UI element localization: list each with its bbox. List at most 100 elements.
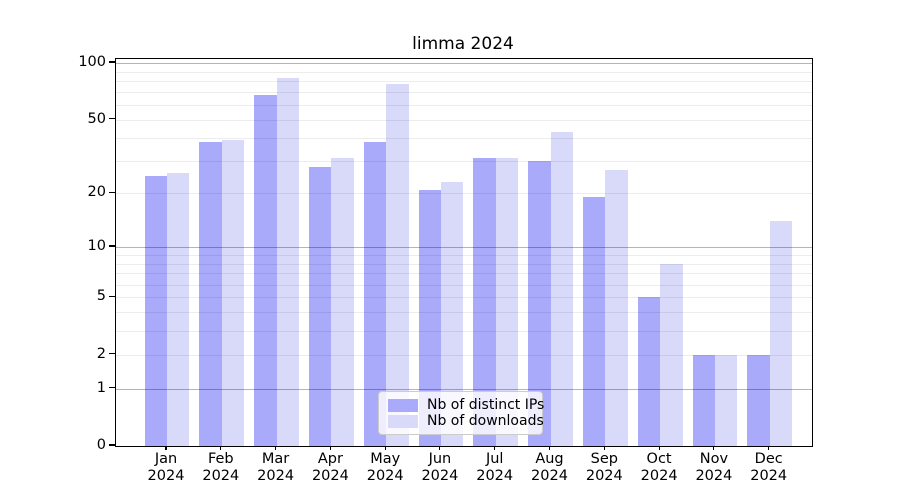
year-label: 2024 <box>202 468 240 484</box>
legend-item-distinct-ips: Nb of distinct IPs <box>388 397 544 413</box>
year-label: 2024 <box>640 468 678 484</box>
month-label: Jan <box>154 451 178 467</box>
bar-may-distinct-ips <box>363 142 387 446</box>
y-tick-1 <box>109 386 115 389</box>
x-tick-jan <box>165 445 167 450</box>
y-tick-10 <box>109 245 115 247</box>
y-tick-label-1: 1 <box>96 379 106 396</box>
month-label: Jun <box>428 451 452 467</box>
bar-mar-distinct-ips <box>254 94 277 446</box>
legend-label-downloads: Nb of downloads <box>427 413 544 429</box>
legend-swatch-distinct-ips <box>388 398 418 412</box>
x-tick-label-nov: Nov 2024 <box>684 451 744 485</box>
gridline-minor-8 <box>116 263 812 265</box>
gridline-minor-7 <box>116 273 812 275</box>
x-tick-nov <box>713 445 715 450</box>
x-tick-label-jun: Jun 2024 <box>410 451 470 485</box>
y-tick-label-50: 50 <box>87 110 106 127</box>
plot-area <box>115 58 813 447</box>
year-label: 2024 <box>147 468 185 484</box>
month-label: Jul <box>485 451 504 467</box>
year-label: 2024 <box>695 468 733 484</box>
x-tick-label-feb: Feb 2024 <box>191 451 251 485</box>
year-label: 2024 <box>421 468 459 484</box>
x-tick-oct <box>658 445 660 450</box>
year-label: 2024 <box>750 468 788 484</box>
month-label: May <box>370 451 401 467</box>
bar-aug-downloads <box>550 132 573 446</box>
gridline-minor-20 <box>116 193 812 195</box>
x-tick-label-apr: Apr 2024 <box>300 451 360 485</box>
y-tick-5 <box>109 295 115 297</box>
year-label: 2024 <box>476 468 514 484</box>
y-tick-label-10: 10 <box>87 238 106 254</box>
y-tick-label-0: 0 <box>96 437 106 453</box>
x-tick-jun <box>439 445 441 450</box>
x-tick-label-sep: Sep 2024 <box>574 451 634 485</box>
x-tick-label-oct: Oct 2024 <box>629 451 689 485</box>
year-label: 2024 <box>585 468 623 484</box>
bar-jul-downloads <box>495 158 519 446</box>
bar-nov-downloads <box>714 354 738 446</box>
month-label: Sep <box>590 451 618 467</box>
gridline-minor-90 <box>116 71 812 73</box>
x-tick-dec <box>768 445 770 450</box>
gridline-minor-40 <box>116 137 812 139</box>
year-label: 2024 <box>257 468 295 484</box>
bar-may-downloads <box>386 84 409 446</box>
chart-title: limma 2024 <box>412 34 514 54</box>
bar-nov-distinct-ips <box>692 354 715 446</box>
x-tick-label-dec: Dec 2024 <box>739 451 799 485</box>
x-tick-aug <box>548 445 551 450</box>
bar-jan-downloads <box>167 172 190 446</box>
y-tick-label-100: 100 <box>78 54 106 70</box>
bar-feb-distinct-ips <box>199 142 222 446</box>
bar-feb-downloads <box>221 139 245 446</box>
year-label: 2024 <box>531 468 568 484</box>
y-tick-100 <box>109 61 115 63</box>
bar-jan-distinct-ips <box>144 175 167 446</box>
month-label: Dec <box>754 451 783 467</box>
y-tick-20 <box>109 191 115 193</box>
x-tick-may <box>384 445 386 450</box>
gridline-minor-9 <box>116 254 812 256</box>
gridline-minor-30 <box>116 161 812 162</box>
legend-item-downloads: Nb of downloads <box>388 413 544 429</box>
gridline-minor-3 <box>116 331 812 332</box>
month-label: Aug <box>535 451 564 467</box>
gridline-minor-70 <box>116 92 812 94</box>
month-label: Nov <box>699 451 729 467</box>
gridline-minor-5 <box>116 297 812 299</box>
month-label: Oct <box>646 451 672 467</box>
bar-jun-distinct-ips <box>418 189 441 446</box>
legend: Nb of distinct IPs Nb of downloads <box>378 391 544 435</box>
gridline-minor-50 <box>116 119 812 121</box>
month-label: Apr <box>317 451 343 467</box>
x-tick-apr <box>329 445 331 450</box>
gridline-minor-4 <box>116 312 812 314</box>
gridline-major-1 <box>116 388 812 390</box>
bar-jul-distinct-ips <box>473 158 496 446</box>
y-tick-0 <box>109 444 115 446</box>
y-tick-label-2: 2 <box>96 345 106 362</box>
y-tick-50 <box>109 118 115 120</box>
y-tick-label-20: 20 <box>87 184 106 201</box>
bar-jun-downloads <box>440 182 464 446</box>
x-tick-label-may: May 2024 <box>355 451 415 485</box>
year-label: 2024 <box>311 468 349 484</box>
year-label: 2024 <box>366 468 404 484</box>
bar-oct-distinct-ips <box>637 297 661 446</box>
month-label: Mar <box>261 451 290 467</box>
y-tick-2 <box>109 353 115 355</box>
x-tick-label-jul: Jul 2024 <box>465 451 525 485</box>
x-tick-mar <box>275 445 277 450</box>
bar-dec-downloads <box>769 221 793 446</box>
bar-apr-distinct-ips <box>308 166 332 446</box>
gridline-minor-6 <box>116 284 812 286</box>
bar-apr-downloads <box>331 158 354 446</box>
x-tick-sep <box>603 445 605 450</box>
bar-sep-downloads <box>605 169 628 446</box>
gridline-minor-60 <box>116 104 812 106</box>
bar-sep-distinct-ips <box>582 197 606 446</box>
